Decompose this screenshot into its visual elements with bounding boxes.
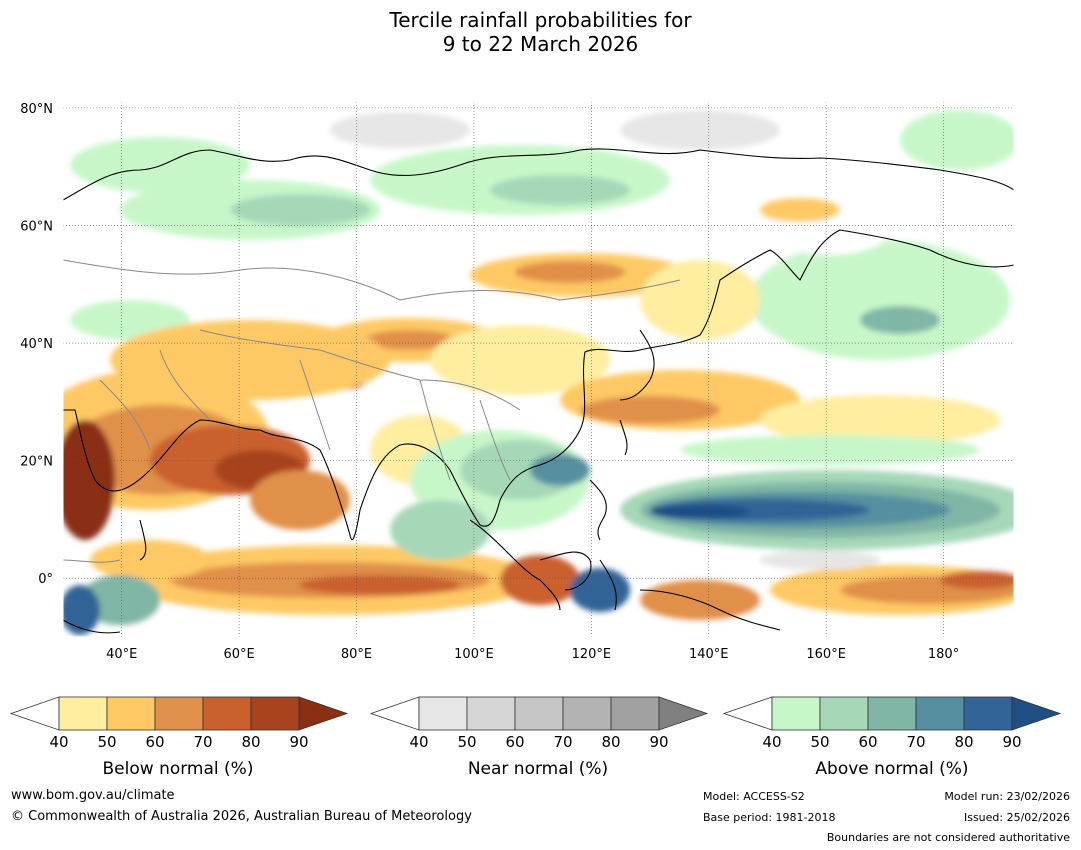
graticule [63, 102, 1014, 637]
colorbar-cell [610, 696, 660, 731]
colorbar-cell [418, 696, 468, 731]
website-link[interactable]: www.bom.gov.au/climate [11, 788, 175, 803]
issued-text: Issued: 25/02/2026 [963, 811, 1070, 824]
colorbar-tick: 50 [97, 733, 116, 751]
copyright-text: © Commonwealth of Australia 2026, Austra… [11, 809, 472, 824]
colorbar-right-extension [658, 696, 709, 731]
longitude-labels: 40°E 60°E 80°E 100°E 120°E 140°E 160°E 180° [106, 647, 959, 662]
colorbar-cell [58, 696, 108, 731]
coastlines [63, 148, 1014, 634]
colorbar-tick: 60 [505, 733, 524, 751]
map-frame [62, 101, 1015, 638]
colorbar-cell [466, 696, 516, 731]
legend-above-label: Above normal (%) [815, 759, 969, 779]
colorbar-tick: 90 [1002, 733, 1021, 751]
colorbar-tick: 70 [906, 733, 925, 751]
lon-label: 180° [928, 647, 959, 662]
colorbar-cell [562, 696, 612, 731]
colorbar-tick: 60 [858, 733, 877, 751]
colorbar-left-extension [722, 696, 773, 731]
lat-label: 0° [38, 572, 53, 587]
colorbar-tick: 80 [241, 733, 260, 751]
colorbar-cell [514, 696, 564, 731]
lon-label: 140°E [689, 647, 729, 662]
colorbar-cell [819, 696, 869, 731]
colorbar-tick: 80 [954, 733, 973, 751]
colorbar-cell [154, 696, 204, 731]
colorbar-tick: 40 [762, 733, 781, 751]
colorbar-right-extension [1011, 696, 1062, 731]
lon-label: 80°E [341, 647, 372, 662]
disclaimer-text: Boundaries are not considered authoritat… [826, 831, 1070, 844]
colorbar-tick: 90 [649, 733, 668, 751]
colorbar-cell [771, 696, 821, 731]
lon-label: 120°E [572, 647, 612, 662]
lat-label: 40°N [20, 337, 53, 352]
colorbar-cell [106, 696, 156, 731]
colorbar-cell [867, 696, 917, 731]
model-run-text: Model run: 23/02/2026 [944, 790, 1070, 803]
map-field [63, 102, 1014, 637]
map-title: Tercile rainfall probabilities for 9 to … [0, 8, 1081, 56]
colorbar-right-extension [298, 696, 349, 731]
lon-label: 100°E [454, 647, 494, 662]
map-title-line1: Tercile rainfall probabilities for [389, 8, 692, 32]
lat-label: 20°N [20, 455, 53, 470]
colorbar-tick: 50 [810, 733, 829, 751]
lat-label: 80°N [20, 102, 53, 117]
colorbar-tick: 80 [601, 733, 620, 751]
colorbar-tick: 90 [289, 733, 308, 751]
latitude-labels: 80°N 60°N 40°N 20°N 0° [20, 102, 53, 587]
legend-below-label: Below normal (%) [102, 759, 254, 779]
colorbar-tick: 60 [145, 733, 164, 751]
lon-label: 40°E [106, 647, 137, 662]
colorbar-left-extension [369, 696, 420, 731]
lon-label: 160°E [806, 647, 846, 662]
colorbar-cell [202, 696, 252, 731]
colorbar-left-extension [9, 696, 60, 731]
colorbar-tick: 40 [49, 733, 68, 751]
model-text: Model: ACCESS-S2 [703, 790, 805, 803]
colorbar-tick: 70 [553, 733, 572, 751]
map-title-line2: 9 to 22 March 2026 [442, 32, 639, 56]
legend-near-label: Near normal (%) [467, 759, 609, 779]
colorbar-near: 40 50 60 70 80 90 [369, 696, 709, 751]
country-borders [63, 259, 681, 563]
colorbar-cell [963, 696, 1013, 731]
colorbar-cell [915, 696, 965, 731]
colorbar-tick: 50 [457, 733, 476, 751]
lat-label: 60°N [20, 219, 53, 234]
colorbar-cell [250, 696, 300, 731]
colorbar-below: 40 50 60 70 80 90 [9, 696, 349, 751]
colorbar-above: 40 50 60 70 80 90 [722, 696, 1062, 751]
base-period-text: Base period: 1981-2018 [703, 811, 836, 824]
colorbar-tick: 70 [193, 733, 212, 751]
colorbar-tick: 40 [409, 733, 428, 751]
lon-label: 60°E [223, 647, 254, 662]
